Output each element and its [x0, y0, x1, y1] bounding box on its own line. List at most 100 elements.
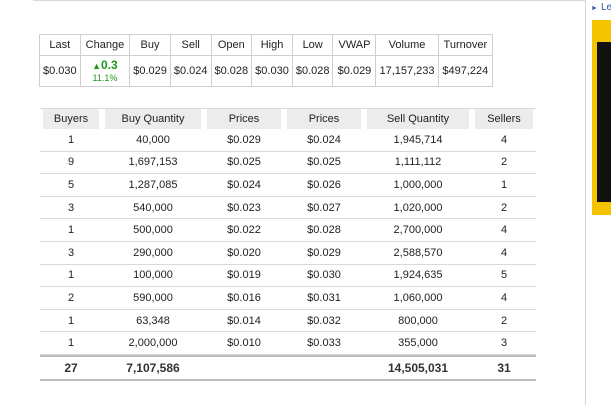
quote-header-low: Low: [291, 34, 334, 56]
market-depth-table: Buyers Buy Quantity Prices Prices Sell Q…: [40, 108, 536, 381]
depth-cell-buyers: 3: [40, 242, 102, 265]
top-divider: [33, 0, 585, 2]
total-buy-quantity: 7,107,586: [102, 354, 204, 381]
depth-cell-sell-price: $0.029: [284, 242, 364, 265]
depth-cell-buyers: 1: [40, 310, 102, 333]
depth-totals-row: 27 7,107,586 14,505,031 31: [40, 354, 536, 381]
depth-cell-sellers: 4: [472, 242, 536, 265]
quote-sell: $0.024: [169, 55, 212, 87]
depth-cell-buy-price: $0.029: [204, 129, 284, 152]
depth-cell-sell-price: $0.032: [284, 310, 364, 333]
depth-cell-buyers: 5: [40, 174, 102, 197]
quote-vwap: $0.029: [332, 55, 377, 87]
depth-cell-sell-quantity: 1,000,000: [364, 174, 472, 197]
quote-buy: $0.029: [129, 55, 171, 87]
depth-cell-buy-price: $0.016: [204, 287, 284, 310]
depth-header-buyers: Buyers: [40, 108, 102, 129]
depth-cell-buy-price: $0.024: [204, 174, 284, 197]
depth-cell-buy-quantity: 540,000: [102, 197, 204, 220]
depth-cell-sell-quantity: 1,020,000: [364, 197, 472, 220]
quote-last: $0.030: [39, 55, 81, 87]
depth-cell-sellers: 5: [472, 265, 536, 288]
depth-cell-sell-quantity: 2,700,000: [364, 219, 472, 242]
depth-cell-sellers: 2: [472, 152, 536, 175]
depth-cell-buy-quantity: 40,000: [102, 129, 204, 152]
quote-values-row: $0.030 ▲0.3 11.1% $0.029 $0.024 $0.028 $…: [39, 55, 494, 87]
depth-cell-sell-quantity: 2,588,570: [364, 242, 472, 265]
depth-cell-buy-quantity: 590,000: [102, 287, 204, 310]
depth-row: 1 500,000 $0.022 $0.028 2,700,000 4: [40, 219, 536, 242]
depth-cell-buyers: 9: [40, 152, 102, 175]
depth-row: 2 590,000 $0.016 $0.031 1,060,000 4: [40, 287, 536, 310]
quote-summary-table: Last Change Buy Sell Open High Low VWAP …: [39, 34, 494, 87]
depth-row: 1 40,000 $0.029 $0.024 1,945,714 4: [40, 129, 536, 152]
quote-header-vwap: VWAP: [332, 34, 377, 56]
total-sell-quantity: 14,505,031: [364, 354, 472, 381]
depth-cell-buy-quantity: 290,000: [102, 242, 204, 265]
depth-cell-buy-price: $0.025: [204, 152, 284, 175]
change-value-wrap: ▲0.3: [84, 57, 127, 73]
total-sellers: 31: [472, 354, 536, 381]
depth-body: 1 40,000 $0.029 $0.024 1,945,714 4 9 1,697,153 $…: [40, 129, 536, 381]
depth-cell-buy-price: $0.020: [204, 242, 284, 265]
market-depth-panel: Last Change Buy Sell Open High Low VWAP …: [33, 0, 586, 405]
depth-cell-sellers: 4: [472, 129, 536, 152]
depth-row: 1 2,000,000 $0.010 $0.033 355,000 3: [40, 332, 536, 355]
change-value: 0.3: [101, 57, 118, 72]
depth-row: 3 290,000 $0.020 $0.029 2,588,570 4: [40, 242, 536, 265]
depth-cell-sell-price: $0.025: [284, 152, 364, 175]
depth-cell-sell-price: $0.030: [284, 265, 364, 288]
depth-row: 5 1,287,085 $0.024 $0.026 1,000,000 1: [40, 174, 536, 197]
depth-cell-sellers: 1: [472, 174, 536, 197]
depth-cell-buy-price: $0.014: [204, 310, 284, 333]
depth-header-row: Buyers Buy Quantity Prices Prices Sell Q…: [40, 108, 536, 129]
quote-change: ▲0.3 11.1%: [79, 55, 131, 87]
depth-cell-sellers: 4: [472, 287, 536, 310]
sidebar-link[interactable]: ► Le: [591, 2, 611, 13]
depth-cell-sell-quantity: 1,060,000: [364, 287, 472, 310]
depth-cell-buy-quantity: 63,348: [102, 310, 204, 333]
depth-header-buy-prices: Prices: [204, 108, 284, 129]
quote-header-open: Open: [210, 34, 253, 56]
depth-cell-buy-quantity: 1,697,153: [102, 152, 204, 175]
depth-row: 9 1,697,153 $0.025 $0.025 1,111,112 2: [40, 152, 536, 175]
depth-cell-buy-price: $0.023: [204, 197, 284, 220]
depth-cell-sell-price: $0.024: [284, 129, 364, 152]
depth-cell-buy-price: $0.022: [204, 219, 284, 242]
quote-high: $0.030: [251, 55, 293, 87]
depth-row: 3 540,000 $0.023 $0.027 1,020,000 2: [40, 197, 536, 220]
depth-cell-sell-quantity: 1,111,112: [364, 152, 472, 175]
quote-header-turnover: Turnover: [437, 34, 494, 56]
sidebar-banner-ad[interactable]: [592, 20, 611, 215]
depth-cell-sell-price: $0.026: [284, 174, 364, 197]
depth-cell-buy-quantity: 1,287,085: [102, 174, 204, 197]
depth-cell-buyers: 1: [40, 265, 102, 288]
depth-cell-sell-quantity: 1,924,635: [364, 265, 472, 288]
up-arrow-icon: ▲: [92, 60, 102, 71]
quote-header-sell: Sell: [169, 34, 212, 56]
total-empty-2: [284, 354, 364, 381]
depth-cell-buy-quantity: 2,000,000: [102, 332, 204, 355]
total-buyers: 27: [40, 354, 102, 381]
depth-cell-sell-price: $0.028: [284, 219, 364, 242]
depth-cell-buyers: 1: [40, 129, 102, 152]
depth-cell-sell-price: $0.031: [284, 287, 364, 310]
quote-header-row: Last Change Buy Sell Open High Low VWAP …: [39, 34, 494, 56]
depth-cell-buy-quantity: 100,000: [102, 265, 204, 288]
depth-cell-sell-price: $0.033: [284, 332, 364, 355]
depth-cell-buyers: 3: [40, 197, 102, 220]
sidebar-link-label: Le: [600, 2, 611, 13]
depth-cell-buy-quantity: 500,000: [102, 219, 204, 242]
depth-cell-sellers: 3: [472, 332, 536, 355]
depth-cell-sell-price: $0.027: [284, 197, 364, 220]
depth-cell-buyers: 2: [40, 287, 102, 310]
quote-volume: 17,157,233: [375, 55, 439, 87]
depth-header-buy-quantity: Buy Quantity: [102, 108, 204, 129]
total-empty-1: [204, 354, 284, 381]
depth-cell-sell-quantity: 1,945,714: [364, 129, 472, 152]
depth-row: 1 63,348 $0.014 $0.032 800,000 2: [40, 310, 536, 333]
depth-cell-sell-quantity: 800,000: [364, 310, 472, 333]
quote-header-high: High: [251, 34, 293, 56]
triangle-right-icon: ►: [591, 5, 598, 12]
depth-cell-buy-price: $0.019: [204, 265, 284, 288]
